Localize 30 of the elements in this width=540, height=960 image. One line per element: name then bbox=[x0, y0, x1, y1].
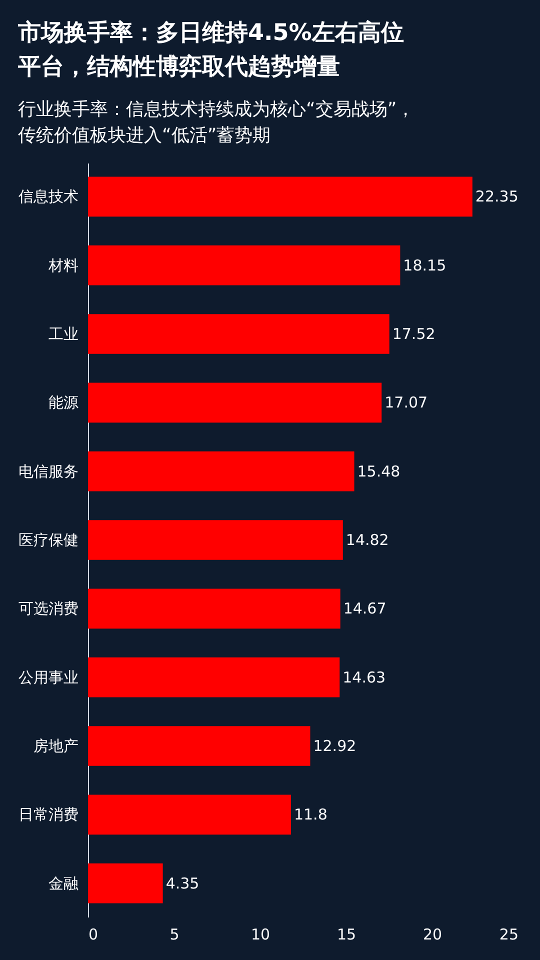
y-tick-label: 医疗保健 bbox=[18, 531, 78, 549]
data-label: 18.15 bbox=[403, 256, 446, 274]
y-tick-label: 材料 bbox=[48, 256, 78, 274]
data-label: 15.48 bbox=[357, 462, 400, 480]
y-tick-label: 电信服务 bbox=[18, 462, 78, 480]
data-label: 14.82 bbox=[346, 531, 389, 549]
y-tick-label: 信息技术 bbox=[18, 188, 78, 206]
y-tick-label: 日常消费 bbox=[18, 806, 78, 824]
chart-title: 市场换手率：多日维持4.5%左右高位平台，结构性博弈取代趋势增量 bbox=[17, 19, 404, 80]
data-label: 17.52 bbox=[392, 324, 436, 343]
data-label: 14.63 bbox=[342, 668, 386, 686]
x-tick-label: 25 bbox=[499, 926, 518, 944]
data-label: 12.92 bbox=[313, 737, 356, 756]
y-tick-label: 金融 bbox=[48, 874, 78, 892]
data-label: 4.35 bbox=[166, 874, 200, 892]
data-label: 17.07 bbox=[384, 394, 428, 412]
y-tick-label: 工业 bbox=[48, 324, 78, 343]
x-tick-label: 20 bbox=[422, 926, 442, 944]
y-tick-label: 公用事业 bbox=[18, 668, 78, 686]
x-tick-label: 0 bbox=[88, 926, 98, 944]
y-tick-label: 可选消费 bbox=[18, 600, 78, 618]
y-tick-label: 能源 bbox=[48, 394, 78, 412]
data-label: 22.35 bbox=[475, 188, 518, 206]
x-tick-label: 10 bbox=[250, 926, 270, 944]
x-tick-label: 5 bbox=[170, 926, 180, 944]
chart-subtitle: 行业换手率：信息技术持续成为核心“交易战场”，传统价值板块进入“低活”蓄势期 bbox=[18, 99, 415, 146]
y-tick-label: 房地产 bbox=[34, 737, 78, 756]
data-label: 14.67 bbox=[343, 600, 386, 618]
x-tick-label: 15 bbox=[336, 926, 356, 944]
data-label: 11.8 bbox=[294, 806, 328, 824]
